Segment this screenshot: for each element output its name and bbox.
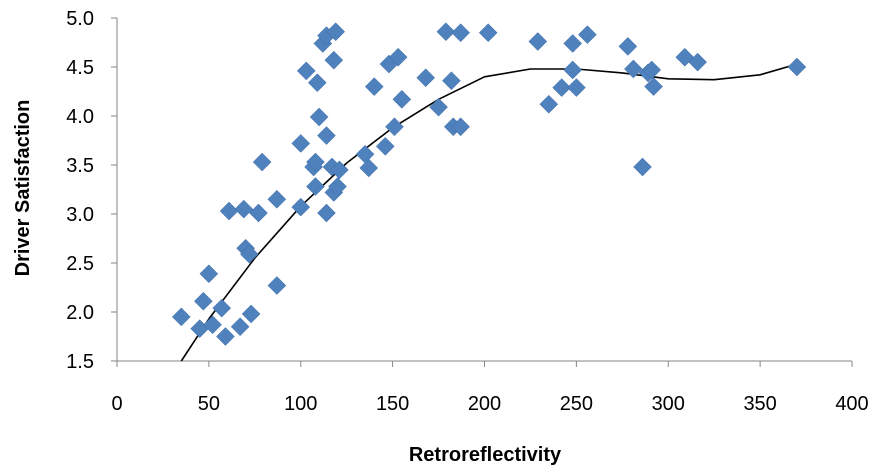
data-point	[239, 244, 259, 264]
data-point	[203, 315, 222, 335]
data-point	[328, 177, 347, 196]
data-point	[563, 60, 583, 80]
data-point	[306, 152, 325, 172]
data-point	[429, 97, 448, 117]
data-point	[241, 304, 261, 324]
data-point	[249, 203, 268, 223]
data-point	[326, 22, 346, 42]
data-point	[329, 160, 349, 180]
data-point	[291, 197, 311, 217]
data-point	[219, 201, 239, 221]
x-tick-label: 350	[743, 393, 776, 415]
data-points	[171, 22, 807, 346]
data-point	[416, 68, 436, 88]
y-tick-label: 4.0	[66, 106, 94, 128]
data-point	[528, 32, 548, 51]
data-point	[317, 203, 336, 223]
data-point	[539, 94, 559, 114]
y-axis-title: Driver Satisfaction	[12, 100, 34, 277]
data-point	[623, 59, 643, 79]
data-point	[563, 34, 583, 53]
data-point	[355, 144, 375, 164]
trendline	[180, 63, 798, 362]
tick-labels: 1.5 2.0 2.5 3.0 3.5 4.0 4.5 5.0 0 50 100 150 200 250 3…	[66, 8, 869, 415]
data-point	[642, 60, 662, 80]
data-point	[385, 117, 404, 137]
data-point	[442, 71, 461, 91]
data-point	[359, 158, 379, 178]
y-tick-label: 1.5	[66, 351, 94, 373]
data-point	[212, 298, 232, 318]
data-point	[194, 291, 213, 311]
y-tick-label: 2.0	[66, 302, 94, 324]
data-point	[296, 61, 316, 81]
trendline-layer	[180, 63, 798, 362]
x-axis-title: Retroreflectivity	[409, 444, 562, 466]
data-point	[317, 126, 336, 145]
axes	[111, 17, 853, 367]
x-tick-label: 50	[198, 393, 220, 415]
data-point	[436, 22, 456, 42]
data-point	[392, 89, 412, 109]
data-point	[324, 50, 344, 70]
data-point	[552, 78, 572, 97]
data-point	[567, 78, 586, 97]
data-point	[171, 307, 191, 327]
data-point	[633, 157, 652, 177]
data-point	[618, 37, 638, 56]
data-point	[688, 52, 708, 72]
x-tick-label: 300	[652, 393, 685, 415]
x-tick-label: 250	[560, 393, 593, 415]
data-point	[451, 117, 470, 137]
y-tick-label: 2.5	[66, 253, 94, 275]
data-point	[578, 25, 597, 45]
data-point	[199, 264, 219, 284]
x-tick-label: 400	[835, 393, 868, 415]
data-point	[216, 327, 235, 346]
x-tick-label: 200	[468, 393, 501, 415]
data-point	[291, 134, 311, 153]
data-point	[451, 23, 470, 43]
x-tick-label: 100	[284, 393, 317, 415]
y-tick-label: 5.0	[66, 8, 94, 30]
data-point	[252, 152, 272, 172]
data-point	[307, 73, 327, 93]
y-tick-label: 4.5	[66, 57, 94, 79]
data-point	[388, 47, 408, 67]
data-point	[375, 137, 395, 156]
y-tick-label: 3.5	[66, 155, 94, 177]
x-tick-label: 150	[376, 393, 409, 415]
data-point	[644, 77, 663, 96]
data-point	[267, 276, 287, 295]
y-tick-label: 3.0	[66, 204, 94, 226]
data-point	[364, 77, 384, 96]
data-point	[787, 57, 807, 77]
data-point	[478, 23, 498, 43]
data-point	[267, 189, 287, 209]
data-point	[309, 107, 329, 127]
data-point	[234, 199, 254, 219]
x-tick-label: 0	[111, 393, 122, 415]
data-point	[230, 317, 250, 337]
data-point	[306, 177, 325, 196]
